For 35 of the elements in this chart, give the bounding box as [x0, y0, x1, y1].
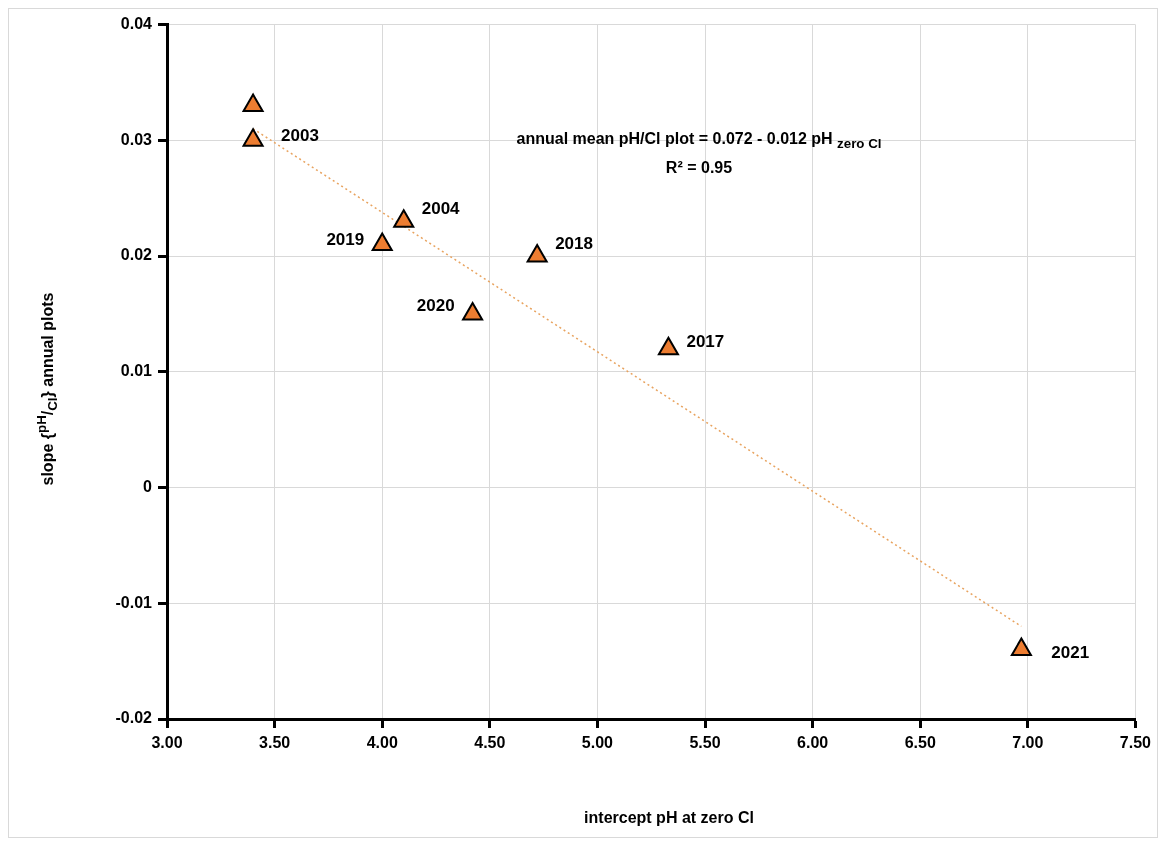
x-tick-label: 3.00 [151, 734, 183, 752]
annotation: annual mean pH/Cl plot = 0.072 - 0.012 pH $_{zero Cl}$ [516, 129, 882, 154]
annotation: 2021 [1051, 643, 1090, 663]
annotation: 2019 [326, 230, 365, 250]
x-tick-label: 6.50 [904, 734, 936, 752]
x-tick-label: 4.00 [366, 734, 398, 752]
y-tick-label: 0.03 [120, 130, 153, 148]
x-tick-label: 5.00 [581, 734, 614, 752]
x-tick-label: 7.00 [1012, 734, 1044, 752]
annotation: 2018 [555, 233, 593, 253]
x-tick-label: 6.00 [797, 734, 829, 752]
point [371, 232, 393, 251]
y-tick-label: 0 [143, 477, 153, 495]
annotation: R² = 0.95 [664, 158, 734, 179]
point [242, 93, 264, 113]
point [462, 301, 484, 321]
y-tick-label: 0.01 [120, 362, 153, 380]
y-tick-label: 0.04 [120, 15, 153, 33]
x-tick-label: 4.50 [474, 734, 506, 752]
point [242, 128, 264, 147]
x-axis-title: intercept pH at zero Cl [584, 809, 754, 827]
annotation: 2020 [416, 295, 455, 315]
x-tick-label: 3.50 [259, 734, 291, 752]
x-tick-label: 7.50 [1119, 734, 1152, 752]
annotation: 2004 [421, 199, 461, 219]
y-tick-label: -0.01 [115, 593, 153, 611]
annotation: 2017 [686, 332, 725, 352]
x-tick-label: 5.50 [689, 734, 721, 752]
y-tick-label: -0.02 [115, 709, 153, 727]
y-tick-label: 0.02 [120, 246, 153, 264]
annotation: 2003 [281, 126, 319, 146]
point [1010, 637, 1032, 657]
point [526, 244, 548, 263]
point [393, 209, 415, 228]
point [657, 336, 679, 356]
